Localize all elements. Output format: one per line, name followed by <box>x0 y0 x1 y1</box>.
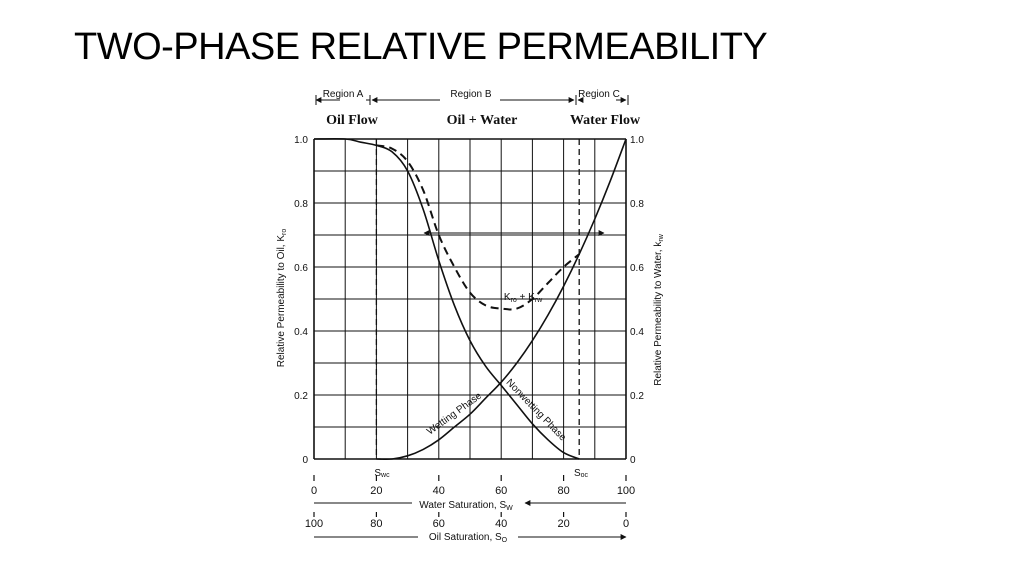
x2-tick-label: 100 <box>305 518 323 530</box>
y-right-tick-label: 0.2 <box>630 391 644 402</box>
y-left-tick-label: 1.0 <box>294 135 308 146</box>
sum-k1: K <box>504 292 511 303</box>
sum-s2: rw <box>535 297 543 304</box>
x2-tick-label: 80 <box>370 518 382 530</box>
series-line-0 <box>313 137 580 460</box>
swc-main: S <box>374 468 381 479</box>
x2-axis-title: Oil Saturation, SO <box>429 532 508 544</box>
x-tick-label: 100 <box>617 485 635 497</box>
x-tick-label: 60 <box>495 485 507 497</box>
y-left-tick-label: 0.4 <box>294 327 308 338</box>
x2-tick-label: 40 <box>495 518 507 530</box>
y-right-tick-label: 0 <box>630 455 636 466</box>
y-right-tick-label: 1.0 <box>630 135 644 146</box>
swc-marker-label: Swc <box>374 468 390 479</box>
y-left-title-main: Relative Permeability to Oil, K <box>276 235 287 368</box>
region-header: Region A Region B Region C Oil Flow Oil … <box>315 89 641 128</box>
y-right-axis-title: Relative Permeability to Water, krw <box>653 233 665 385</box>
series-line-2 <box>376 144 580 311</box>
y-right-tick-label: 0.6 <box>630 263 644 274</box>
series-line-1 <box>376 138 627 461</box>
sum-curve-label: Kro + Krw <box>504 292 543 304</box>
y-right-tick-label: 0.8 <box>630 199 644 210</box>
x2-title-sub: O <box>502 537 508 544</box>
y-right-tick-label: 0.4 <box>630 327 644 338</box>
x-tick-label: 40 <box>433 485 445 497</box>
y-left-axis-title: Relative Permeability to Oil, Kro <box>276 229 288 368</box>
plot-lines <box>313 137 627 461</box>
region-c-label: Region C <box>578 89 620 100</box>
sum-s1: ro <box>510 297 516 304</box>
region-a-label: Region A <box>323 89 364 100</box>
y-left-tick-label: 0 <box>302 455 308 466</box>
x-axis-title: Water Saturation, SW <box>419 500 513 512</box>
soc-sub: oc <box>581 472 589 479</box>
region-a-flow: Oil Flow <box>326 113 379 128</box>
bottom-axes: 0 20 40 60 80 100 100 80 60 40 20 0 <box>305 475 635 540</box>
y-right-title-main: Relative Permeability to Water, k <box>653 241 664 386</box>
wetting-phase-label: Wetting Phase <box>425 390 484 437</box>
x-tick-label: 0 <box>311 485 317 497</box>
y-left-tick-label: 0.8 <box>294 199 308 210</box>
soc-marker-label: Soc <box>574 468 589 479</box>
sum-plus: + K <box>517 292 535 303</box>
swc-sub: wc <box>380 472 390 479</box>
x-tick-label: 80 <box>557 485 569 497</box>
y-right-title-sub: rw <box>658 233 665 241</box>
y-left-title-sub: ro <box>281 229 288 235</box>
region-b-label: Region B <box>450 89 491 100</box>
nonwetting-phase-label: Nonwetting Phase <box>504 377 569 443</box>
slide-title: TWO-PHASE RELATIVE PERMEABILITY <box>74 26 768 68</box>
x2-tick-label: 20 <box>557 518 569 530</box>
region-b-flow: Oil + Water <box>447 113 518 128</box>
x2-tick-label: 0 <box>623 518 629 530</box>
y-left-tick-label: 0.6 <box>294 263 308 274</box>
x-title-main: Water Saturation, S <box>419 500 506 511</box>
x-title-sub: W <box>506 505 513 512</box>
x2-title-main: Oil Saturation, S <box>429 532 502 543</box>
soc-main: S <box>574 468 581 479</box>
x2-tick-label: 60 <box>433 518 445 530</box>
y-left-tick-label: 0.2 <box>294 391 308 402</box>
x-tick-label: 20 <box>370 485 382 497</box>
region-c-flow: Water Flow <box>570 113 641 128</box>
plot-axes: 0 0.2 0.4 0.6 0.8 1.0 0 0.2 0.4 0.6 0.8 1.0 <box>294 135 644 466</box>
